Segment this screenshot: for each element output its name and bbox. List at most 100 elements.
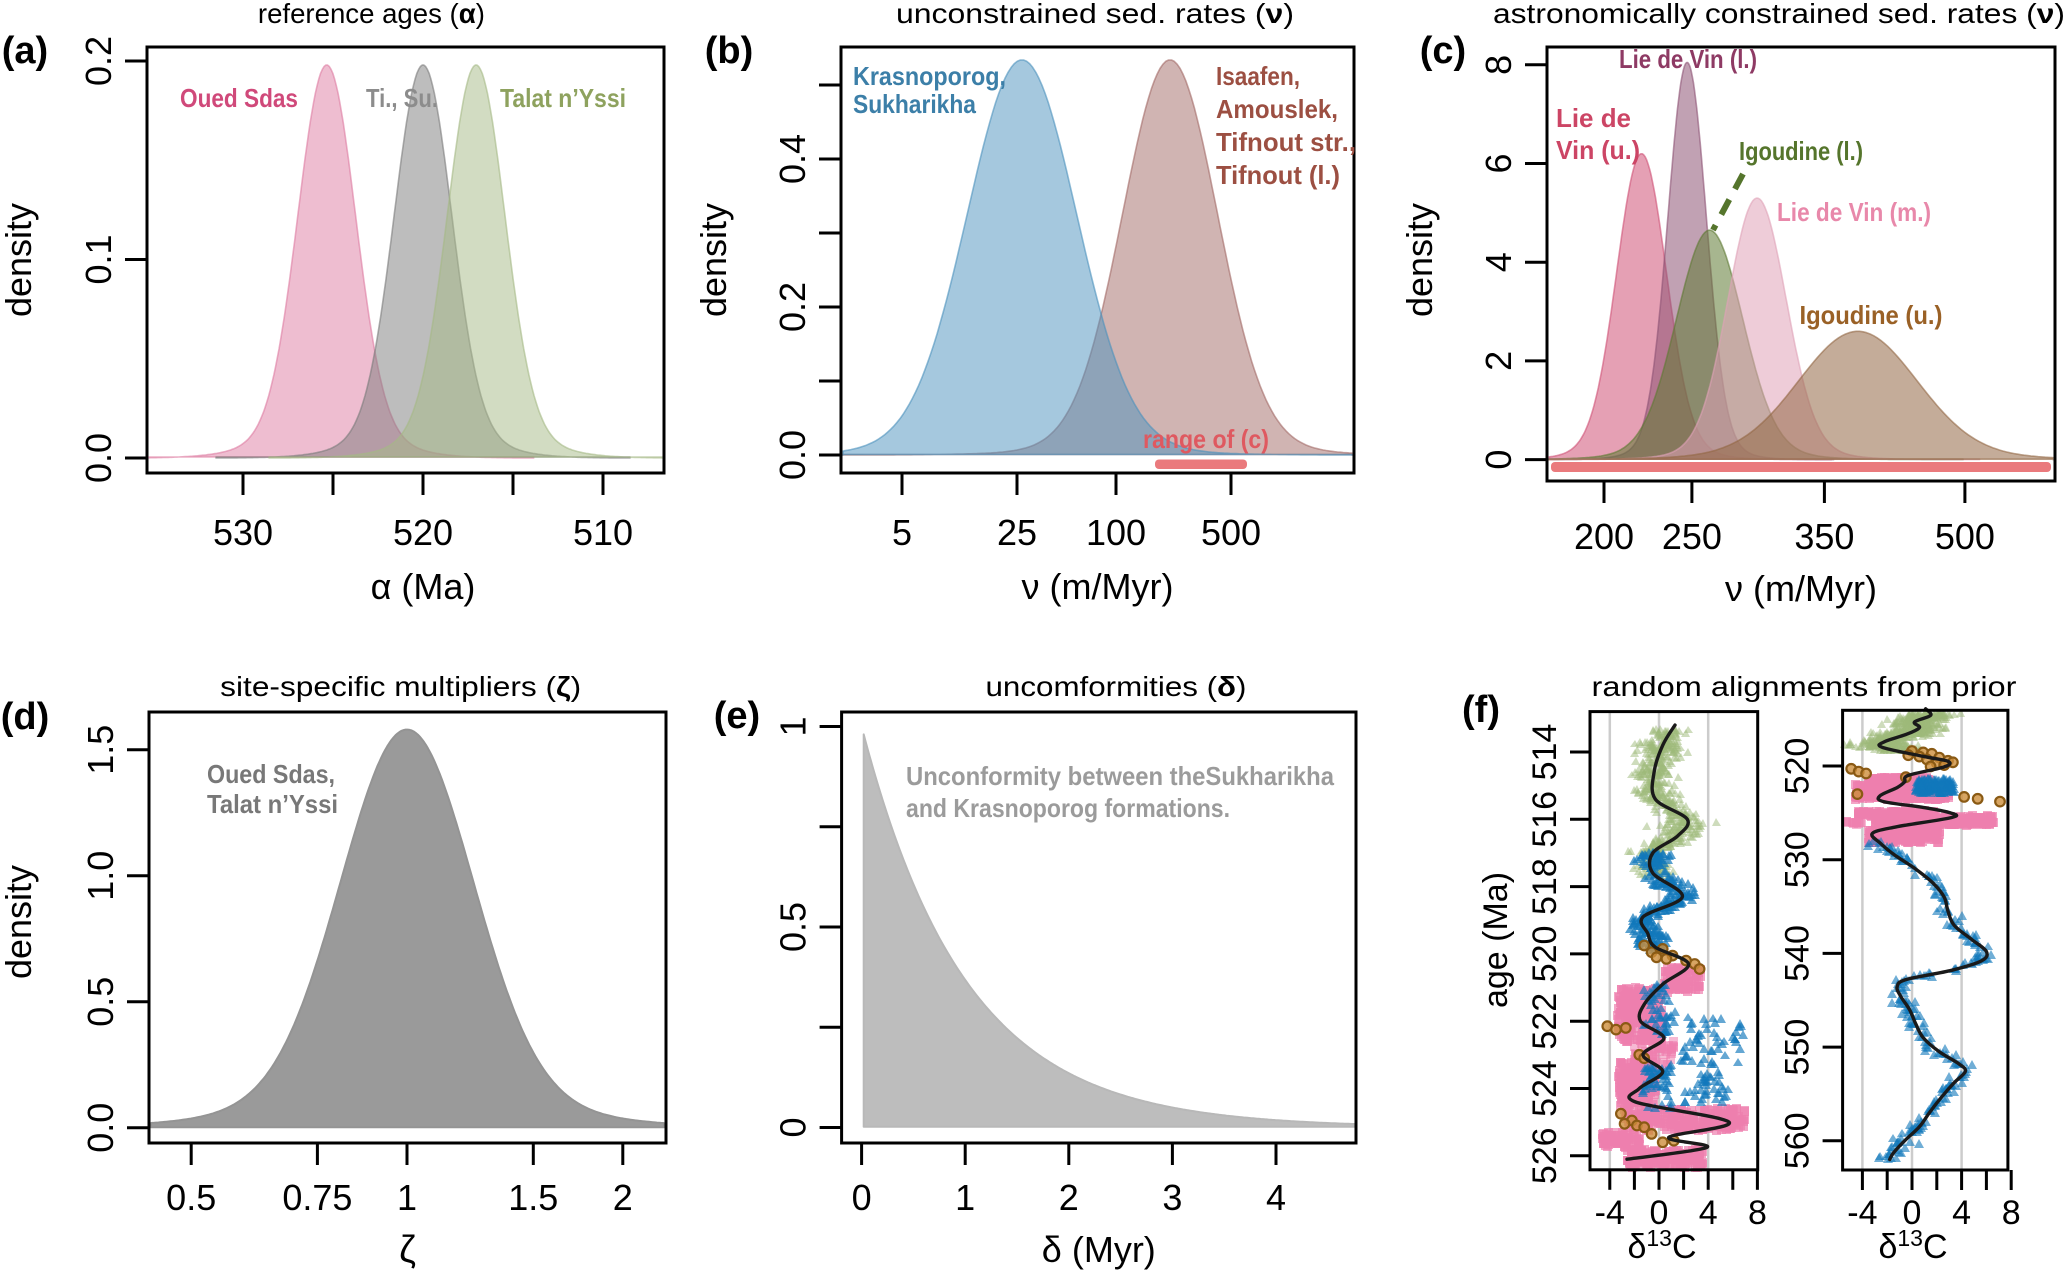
svg-text:1: 1 <box>397 1177 417 1218</box>
svg-text:530: 530 <box>1779 831 1817 888</box>
svg-text:518: 518 <box>1526 858 1564 915</box>
svg-text:Talat n’Yssi: Talat n’Yssi <box>500 83 626 113</box>
svg-text:0.5: 0.5 <box>166 1177 216 1218</box>
svg-text:Tifnout (l.): Tifnout (l.) <box>1216 160 1340 190</box>
svg-text:Lie de Vin (l.): Lie de Vin (l.) <box>1619 44 1757 74</box>
svg-text:(a): (a) <box>2 30 48 72</box>
svg-text:Ti., Su.: Ti., Su. <box>366 83 438 113</box>
svg-text:δ13C: δ13C <box>1878 1225 1947 1266</box>
svg-text:0.0: 0.0 <box>80 1103 121 1153</box>
svg-text:Igoudine (l.): Igoudine (l.) <box>1739 136 1863 166</box>
svg-text:Lie de Vin (m.): Lie de Vin (m.) <box>1777 197 1931 227</box>
svg-text:530: 530 <box>213 512 273 553</box>
svg-text:(c): (c) <box>1420 30 1466 72</box>
svg-text:0: 0 <box>1650 1194 1669 1232</box>
svg-text:0.5: 0.5 <box>80 977 121 1027</box>
svg-text:Lie de: Lie de <box>1556 103 1631 133</box>
svg-text:526: 526 <box>1526 1127 1564 1184</box>
svg-text:1: 1 <box>955 1177 975 1218</box>
svg-text:0.4: 0.4 <box>772 134 813 184</box>
svg-text:Tifnout str.,: Tifnout str., <box>1216 127 1356 157</box>
svg-text:100: 100 <box>1086 512 1146 553</box>
svg-text:density: density <box>1399 203 1440 317</box>
svg-text:560: 560 <box>1779 1112 1817 1169</box>
svg-text:-4: -4 <box>1595 1194 1625 1232</box>
svg-text:1.5: 1.5 <box>508 1177 558 1218</box>
svg-text:2: 2 <box>1059 1177 1079 1218</box>
svg-text:random alignments from prior: random alignments from prior <box>1592 671 2017 702</box>
svg-text:α (Ma): α (Ma) <box>371 566 476 607</box>
svg-text:and Krasnoporog formations.: and Krasnoporog formations. <box>906 793 1230 823</box>
svg-text:0.75: 0.75 <box>282 1177 352 1218</box>
svg-text:density: density <box>0 203 39 317</box>
svg-text:250: 250 <box>1662 516 1722 557</box>
svg-text:astronomically constrained sed: astronomically constrained sed. rates (ν… <box>1493 0 2065 29</box>
svg-text:Oued Sdas,: Oued Sdas, <box>207 759 335 789</box>
svg-text:Amouslek,: Amouslek, <box>1216 94 1338 124</box>
svg-text:Unconformity between theSukhar: Unconformity between theSukharikha <box>906 761 1334 791</box>
svg-text:540: 540 <box>1779 925 1817 982</box>
svg-text:350: 350 <box>1794 516 1854 557</box>
svg-text:ν (m/Myr): ν (m/Myr) <box>1022 566 1174 607</box>
svg-text:550: 550 <box>1779 1019 1817 1076</box>
svg-text:0.0: 0.0 <box>772 430 813 480</box>
svg-text:510: 510 <box>573 512 633 553</box>
svg-text:2: 2 <box>1478 351 1519 371</box>
svg-text:site-specific multipliers (ζ): site-specific multipliers (ζ) <box>220 671 581 702</box>
svg-text:0.2: 0.2 <box>772 282 813 332</box>
svg-text:500: 500 <box>1935 516 1995 557</box>
svg-text:25: 25 <box>997 512 1037 553</box>
svg-text:1.0: 1.0 <box>80 851 121 901</box>
svg-text:0: 0 <box>773 1117 814 1137</box>
svg-text:ν (m/Myr): ν (m/Myr) <box>1725 568 1877 609</box>
svg-text:Isaafen,: Isaafen, <box>1216 61 1300 91</box>
svg-text:ζ: ζ <box>399 1229 416 1271</box>
svg-text:age (Ma): age (Ma) <box>1477 872 1515 1008</box>
svg-text:Talat n’Yssi: Talat n’Yssi <box>207 789 338 819</box>
svg-text:0: 0 <box>1903 1194 1922 1232</box>
svg-text:0.0: 0.0 <box>78 433 119 483</box>
svg-text:3: 3 <box>1162 1177 1182 1218</box>
svg-text:8: 8 <box>2002 1194 2021 1232</box>
svg-text:Vin (u.): Vin (u.) <box>1556 135 1640 165</box>
svg-text:524: 524 <box>1526 1060 1564 1117</box>
svg-text:(b): (b) <box>705 30 754 72</box>
svg-text:8: 8 <box>1748 1194 1767 1232</box>
svg-text:0: 0 <box>1478 450 1519 470</box>
svg-text:4: 4 <box>1478 252 1519 272</box>
svg-text:uncomformities (δ): uncomformities (δ) <box>986 671 1247 702</box>
svg-text:(f): (f) <box>1462 689 1500 731</box>
svg-text:(e): (e) <box>714 695 760 737</box>
svg-text:500: 500 <box>1201 512 1261 553</box>
svg-text:unconstrained sed. rates (ν): unconstrained sed. rates (ν) <box>896 0 1294 29</box>
svg-text:522: 522 <box>1526 993 1564 1050</box>
svg-text:6: 6 <box>1478 153 1519 173</box>
svg-text:4: 4 <box>1699 1194 1718 1232</box>
svg-text:2: 2 <box>613 1177 633 1218</box>
svg-text:4: 4 <box>1952 1194 1971 1232</box>
svg-text:520: 520 <box>1526 926 1564 983</box>
svg-text:0.1: 0.1 <box>78 234 119 284</box>
svg-text:density: density <box>0 865 39 979</box>
svg-text:1: 1 <box>773 716 814 736</box>
svg-text:0: 0 <box>852 1177 872 1218</box>
svg-text:1.5: 1.5 <box>80 725 121 775</box>
svg-text:520: 520 <box>1779 738 1817 795</box>
svg-text:0.5: 0.5 <box>773 902 814 952</box>
svg-text:Krasnoporog,: Krasnoporog, <box>853 61 1006 91</box>
svg-text:8: 8 <box>1478 55 1519 75</box>
svg-text:(d): (d) <box>1 696 50 738</box>
svg-text:514: 514 <box>1526 724 1564 781</box>
svg-text:5: 5 <box>892 512 912 553</box>
svg-text:density: density <box>693 203 734 317</box>
svg-text:reference ages (α): reference ages (α) <box>258 0 485 29</box>
svg-text:200: 200 <box>1574 516 1634 557</box>
svg-text:range of (c): range of (c) <box>1143 424 1269 454</box>
svg-text:Sukharikha: Sukharikha <box>853 89 976 119</box>
svg-text:0.2: 0.2 <box>78 36 119 86</box>
svg-text:Igoudine (u.): Igoudine (u.) <box>1800 300 1943 330</box>
svg-text:520: 520 <box>393 512 453 553</box>
svg-text:4: 4 <box>1266 1177 1286 1218</box>
svg-text:516: 516 <box>1526 791 1564 848</box>
svg-text:-4: -4 <box>1847 1194 1877 1232</box>
